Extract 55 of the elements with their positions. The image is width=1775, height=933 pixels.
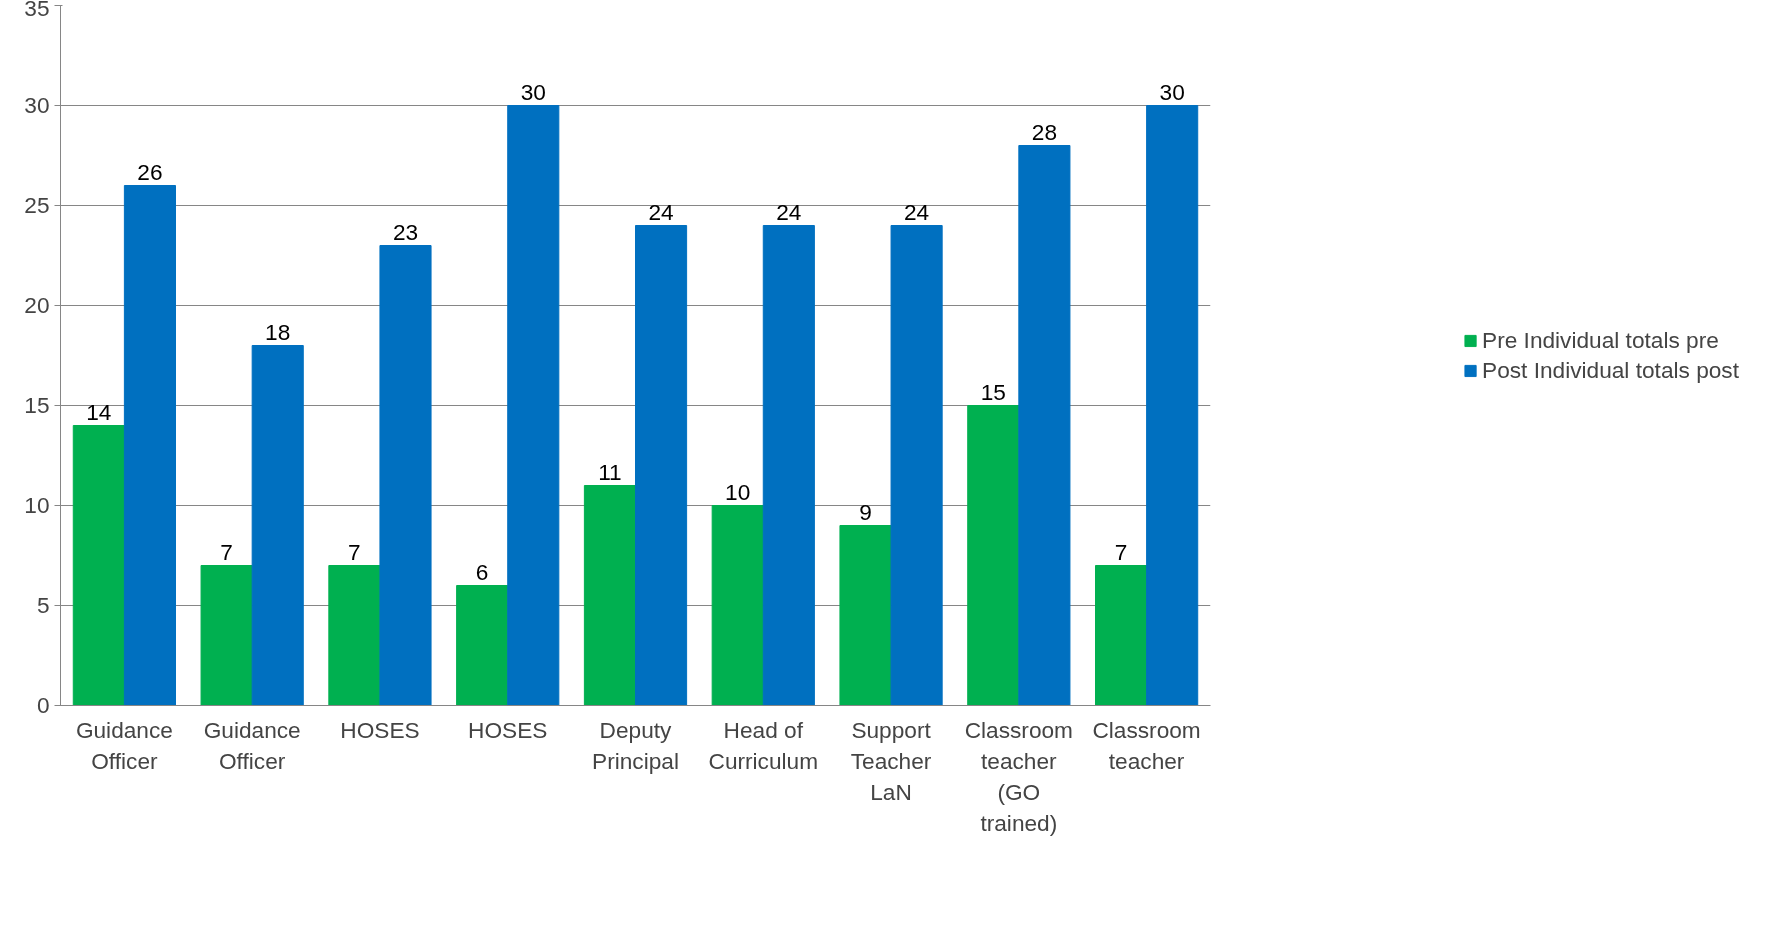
y-tick-label: 0 [36, 692, 50, 718]
y-tick-label: 20 [24, 292, 50, 318]
legend-label: Pre Individual totals pre [1482, 326, 1719, 354]
bar [839, 525, 892, 706]
bar [967, 405, 1020, 706]
x-tick-label: Support Teacher LaN [850, 716, 932, 805]
data-label: 14 [86, 398, 112, 425]
x-tick-label: Classroom teacher [1092, 716, 1201, 774]
x-tick-label: HOSES [468, 716, 548, 743]
data-label: 10 [725, 478, 751, 505]
bar [507, 105, 560, 706]
bar [123, 185, 176, 706]
x-tick-label: HOSES [340, 716, 420, 743]
bar [1146, 105, 1199, 706]
data-label: 11 [598, 458, 622, 485]
data-label: 30 [520, 78, 546, 105]
data-label: 30 [1159, 78, 1185, 105]
x-tick-label: Guidance Officer [75, 716, 173, 774]
y-tick-label: 5 [36, 592, 50, 618]
bar [762, 225, 815, 706]
legend-label: Post Individual totals post [1482, 356, 1739, 384]
y-tick-label: 30 [24, 92, 50, 118]
data-label: 24 [904, 198, 930, 225]
y-tick-label: 15 [24, 392, 50, 418]
y-tick-label: 25 [24, 192, 50, 218]
data-label: 28 [1031, 118, 1057, 145]
bar [890, 225, 943, 706]
data-label: 26 [137, 158, 163, 185]
bar [328, 565, 381, 706]
data-label: 9 [859, 498, 872, 525]
data-label: 24 [776, 198, 802, 225]
x-tick-label: Head of Curriculum [708, 716, 819, 774]
data-label: 15 [980, 378, 1006, 405]
data-label: 18 [265, 318, 291, 345]
x-tick-label: Classroom teacher (GO trained) [964, 716, 1073, 837]
bar [379, 245, 432, 706]
bar [200, 565, 253, 706]
bar [711, 505, 764, 706]
bar [1018, 145, 1071, 706]
data-label: 7 [1114, 538, 1128, 565]
bar [583, 485, 636, 706]
data-label: 23 [392, 218, 419, 245]
x-tick-label: Deputy Principal [592, 716, 679, 774]
y-tick-label: 10 [24, 492, 50, 518]
data-label: 7 [220, 538, 233, 565]
bar [72, 425, 125, 706]
data-label: 6 [475, 558, 489, 585]
data-label: 24 [648, 198, 674, 225]
x-tick-label: Guidance Officer [203, 716, 301, 774]
bar [251, 345, 304, 706]
data-label: 7 [348, 538, 361, 565]
bar [635, 225, 688, 706]
bar [1095, 565, 1148, 706]
bar [456, 585, 509, 706]
y-tick-label: 35 [24, 0, 50, 21]
